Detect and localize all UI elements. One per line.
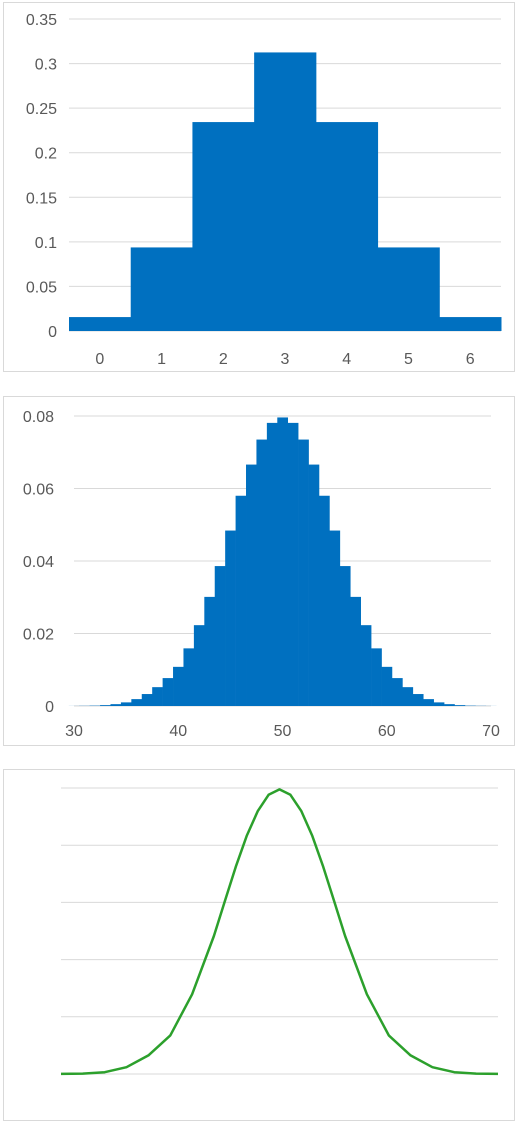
bar	[100, 705, 111, 706]
bar	[329, 530, 341, 706]
x-tick-label: 60	[378, 723, 396, 740]
binomial-n6-chart-panel: 0 0.05 0.1 0.15 0.2 0.25 0.3 0.35 0 1 2 3 4 5 6	[3, 2, 515, 372]
bar	[225, 530, 236, 706]
y-tick-label: 0	[48, 324, 57, 341]
bar	[371, 648, 382, 706]
bar	[423, 699, 434, 706]
bar	[350, 596, 361, 706]
y-tick-label: 0	[45, 699, 54, 716]
bar	[439, 317, 502, 331]
x-tick-label: 70	[482, 723, 500, 740]
bar	[173, 666, 184, 706]
x-tick-label: 40	[169, 723, 187, 740]
bar	[235, 495, 247, 706]
normal-curve-chart	[60, 787, 499, 1076]
bar	[256, 439, 268, 706]
bar	[193, 625, 205, 706]
bar	[162, 678, 174, 706]
bar	[318, 495, 330, 706]
y-tick-label: 0.04	[23, 554, 54, 571]
bar	[152, 687, 163, 706]
bar	[120, 702, 132, 706]
x-tick-label: 1	[157, 351, 166, 368]
x-tick-label: 2	[219, 351, 228, 368]
y-tick-label: 0.08	[23, 409, 54, 426]
bar	[377, 247, 440, 331]
bar	[130, 247, 193, 331]
bar	[266, 422, 278, 706]
bar	[192, 122, 255, 331]
bar	[277, 417, 289, 706]
x-tick-label: 30	[65, 723, 83, 740]
bar	[433, 702, 445, 706]
bar	[110, 704, 122, 706]
normal-curve-chart-panel	[3, 769, 515, 1121]
y-tick-label: 0.05	[26, 279, 57, 296]
bar	[254, 52, 317, 332]
binomial-n100-chart-panel: 0 0.02 0.04 0.06 0.08 30 40 50 60 70	[3, 396, 515, 746]
bar	[69, 317, 132, 331]
x-tick-label: 50	[274, 723, 292, 740]
bar	[412, 694, 424, 706]
bar	[339, 566, 351, 706]
bar	[381, 666, 393, 706]
x-tick-label: 6	[466, 351, 475, 368]
binomial-n100-chart: 0 0.02 0.04 0.06 0.08 30 40 50 60 70	[23, 409, 500, 740]
bar	[183, 648, 195, 706]
x-tick-label: 3	[281, 351, 290, 368]
x-tick-label: 4	[342, 351, 351, 368]
x-tick-label: 5	[404, 351, 413, 368]
bar	[204, 596, 216, 706]
bar	[131, 699, 143, 706]
x-tick-label: 0	[95, 351, 104, 368]
bar	[444, 704, 455, 706]
y-tick-label: 0.25	[26, 101, 57, 118]
bar	[402, 687, 414, 706]
bar	[214, 566, 226, 706]
y-tick-label: 0.3	[35, 57, 57, 74]
bar	[246, 464, 257, 706]
y-tick-label: 0.35	[26, 12, 57, 29]
bar	[454, 705, 466, 706]
bar	[308, 464, 320, 706]
y-tick-label: 0.1	[35, 235, 57, 252]
y-tick-label: 0.15	[26, 190, 57, 207]
bar	[315, 122, 379, 331]
bar	[287, 422, 299, 706]
bar	[141, 694, 153, 706]
normal-curve-line	[60, 788, 499, 1076]
y-tick-label: 0.2	[35, 146, 57, 163]
bar	[360, 625, 372, 706]
y-tick-label: 0.02	[23, 627, 54, 644]
y-tick-label: 0.06	[23, 482, 54, 499]
bar	[391, 678, 403, 706]
bar	[298, 439, 309, 706]
binomial-n6-chart: 0 0.05 0.1 0.15 0.2 0.25 0.3 0.35 0 1 2 3 4 5 6	[26, 12, 502, 368]
